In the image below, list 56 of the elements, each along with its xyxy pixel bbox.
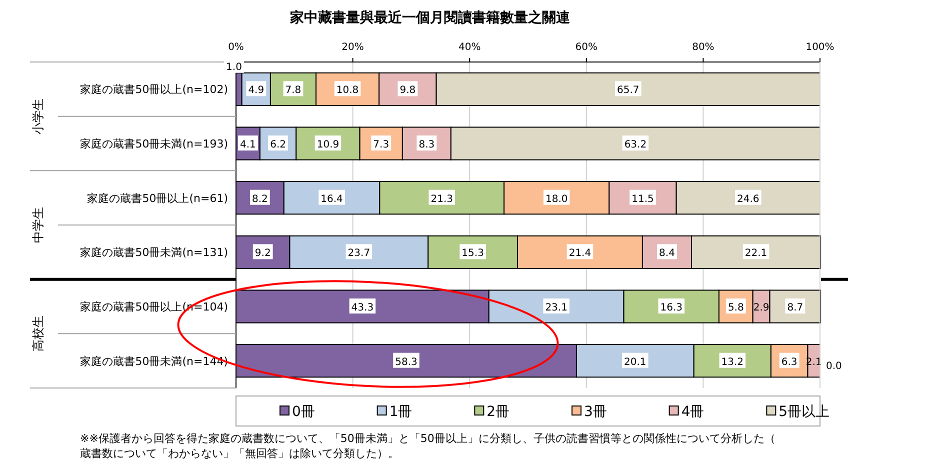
data-label: 6.3 [781,356,798,368]
legend-label: 4冊 [681,404,704,420]
legend-label: 1冊 [389,404,412,420]
text: 高校生 [31,316,45,352]
data-label: 20.1 [624,356,646,368]
x-tick-label: 100% [806,42,834,53]
data-label: 21.3 [430,194,453,205]
y-tick-label: 家庭の蔵書50冊未満(n=193) [80,138,228,150]
text: 中学生 [31,207,45,243]
legend-label: 5冊以上 [778,404,830,420]
legend-label: 2冊 [486,404,510,420]
x-tick-label: 40% [458,42,481,53]
data-label: 9.8 [400,85,416,96]
y-tick-label: 家庭の蔵書50冊以上(n=61) [87,192,228,205]
x-tick-label: 80% [692,42,714,53]
x-tick-label: 0% [228,42,244,53]
data-label: 8.3 [418,140,435,150]
y-tick-label: 家庭の蔵書50冊未満(n=131) [80,246,228,260]
data-label: 1.0 [226,62,242,73]
legend-label: 0冊 [292,404,315,420]
data-label: 11.5 [632,194,654,205]
data-label: 7.3 [373,140,390,150]
data-label: 2.9 [753,302,770,314]
data-label: 15.3 [462,248,484,260]
legend-label: 3冊 [584,404,607,420]
data-label: 8.2 [252,194,268,205]
data-label: 8.4 [659,248,675,260]
data-label: 23.7 [348,248,370,260]
data-label: 5.8 [728,302,744,314]
y-tick-label: 家庭の蔵書50冊以上(n=102) [80,83,228,96]
x-tick-label: 20% [342,42,364,53]
data-label: 8.7 [787,302,804,314]
data-label: 4.9 [248,85,264,96]
data-label: 65.7 [617,85,640,96]
data-label: 16.4 [320,194,343,205]
data-label: 24.6 [737,194,760,205]
data-label: 16.3 [660,302,683,314]
data-label: 22.1 [744,248,768,260]
title: 家中藏書量與最近一個月閱讀書籍數量之關連 [290,10,570,26]
data-label: 13.2 [721,356,744,368]
data-label: 4.1 [240,140,256,150]
text: ※※保護者から回答を得た家庭の蔵書数について、「50冊未満」と「50冊以上」に分類し、子供の読書習慣等との関係性について分析した（蔵書数について「わからない」「無回答」は除いて分類した）。 [80,432,776,460]
data-label: 21.4 [568,248,592,260]
x-tick-label: 60% [575,42,598,53]
data-label: 10.9 [316,140,340,150]
data-label: 0.0 [826,360,842,372]
data-label: 18.0 [545,194,568,205]
data-label: 9.2 [254,248,271,260]
data-label: 58.3 [395,356,418,368]
text: 小学生 [31,98,45,134]
data-label: 7.8 [285,85,302,96]
data-label: 63.2 [624,140,647,150]
data-label: 10.8 [336,85,359,96]
data-label: 23.1 [545,302,568,314]
data-label: 43.3 [351,302,374,314]
data-label: 6.2 [270,140,286,150]
